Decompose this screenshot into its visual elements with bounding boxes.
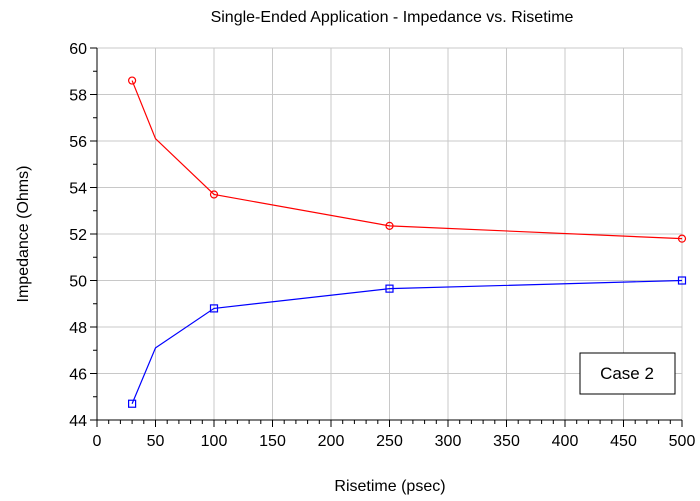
y-tick-label: 44 (69, 413, 87, 430)
x-tick-label: 50 (147, 433, 165, 450)
annotation-frame (579, 352, 676, 395)
y-tick-label: 54 (69, 181, 87, 198)
y-tick-label: 50 (69, 274, 87, 291)
chart-title: Single-Ended Application - Impedance vs.… (211, 9, 574, 26)
annotation-box: Case 2 (579, 352, 676, 395)
series-1-circle-marker (209, 190, 219, 199)
x-tick-label: 0 (93, 433, 102, 450)
x-tick-label: 450 (610, 433, 637, 450)
series-line-2 (131, 279, 683, 404)
data-series (128, 76, 687, 408)
y-axis-label: Impedance (Ohms) (15, 166, 32, 303)
y-tick-label: 58 (69, 88, 87, 105)
x-tick-label: 150 (259, 433, 286, 450)
series-line-1 (131, 80, 683, 240)
tick-marks: 0 50 100 150 200 250 300 350 400 450 500 44 46 48 50 52… (69, 41, 695, 450)
x-tick-label: 400 (552, 433, 579, 450)
y-tick-label: 56 (69, 134, 87, 151)
x-tick-label: 350 (493, 433, 520, 450)
y-tick-label: 60 (69, 41, 87, 58)
series-2-square-marker (677, 276, 687, 285)
series-2-square-marker (385, 284, 394, 293)
x-axis-label: Risetime (psec) (334, 478, 445, 495)
x-tick-label: 250 (376, 433, 403, 450)
y-tick-label: 52 (69, 227, 87, 244)
x-tick-label: 300 (435, 433, 462, 450)
series-2-square-marker (128, 399, 137, 408)
series-1-circle-marker (385, 221, 394, 230)
x-tick-label: 100 (201, 433, 228, 450)
y-tick-label: 46 (69, 367, 87, 384)
series-1-circle-marker (128, 76, 137, 85)
series-1-circle-marker (677, 234, 687, 243)
annotation-label: Case 2 (600, 364, 654, 383)
x-tick-label: 200 (318, 433, 345, 450)
series-2-square-marker (209, 304, 219, 313)
y-tick-label: 48 (69, 320, 87, 337)
x-tick-label: 500 (669, 433, 696, 450)
